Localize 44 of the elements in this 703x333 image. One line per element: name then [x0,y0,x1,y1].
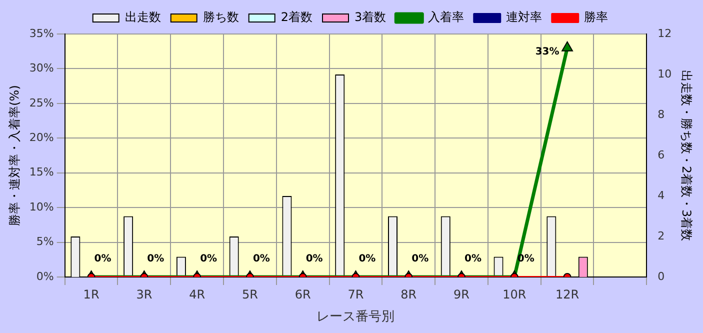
y2-tick-label: 8 [658,108,665,121]
y-tick-label: 15% [29,166,54,179]
y2-tick-label: 10 [658,67,672,80]
legend-label: 勝ち数 [202,10,239,24]
data-label: 0% [200,254,218,265]
y-tick-label: 5% [36,235,54,248]
x-tick-label: 8R [400,287,417,302]
x-tick-label: 10R [502,287,526,302]
x-tick-label: 6R [294,287,311,302]
legend-label: 3着数 [354,10,386,24]
y2-tick-label: 0 [658,270,665,283]
data-label: 0% [306,254,323,265]
data-label: 33% [535,46,560,58]
x-axis-title: レース番号別 [316,310,395,325]
y-tick-label: 30% [29,62,54,75]
data-label: 0% [358,254,376,265]
x-tick-label: 1R [83,287,100,302]
data-label: 0% [252,254,270,265]
x-tick-label: 5R [242,287,258,302]
y2-tick-label: 6 [658,148,665,162]
legend-label: 出走数 [124,10,161,24]
x-tick-label: 4R [189,287,206,302]
data-label: 0% [412,254,429,265]
legend-label: 入着率 [428,10,464,24]
y-tick-label: 20% [29,131,54,144]
y-tick-label: 25% [29,96,54,110]
x-tick-label: 3R [136,287,152,302]
legend-label: 勝率 [584,10,608,24]
y2-tick-label: 12 [658,26,672,40]
y-tick-label: 10% [29,200,54,214]
data-label: 0% [94,254,112,265]
data-label: 0% [464,254,482,265]
x-tick-label: 12R [555,287,580,302]
y-axis-title: 勝率・連対率・入着率(%) [7,85,22,226]
y-tick-label: 35% [29,26,54,40]
y2-tick-label: 4 [658,188,665,202]
y-tick-label: 0% [36,270,54,283]
legend-label: 連対率 [506,10,542,24]
x-tick-label: 9R [454,287,470,302]
data-label: 0% [147,254,164,265]
legend-label: 2着数 [280,10,313,24]
x-tick-label: 7R [348,287,364,302]
y2-tick-label: 2 [658,229,665,242]
y2-axis-title: 出走数・勝ち数・2着数・3着数 [680,70,694,242]
